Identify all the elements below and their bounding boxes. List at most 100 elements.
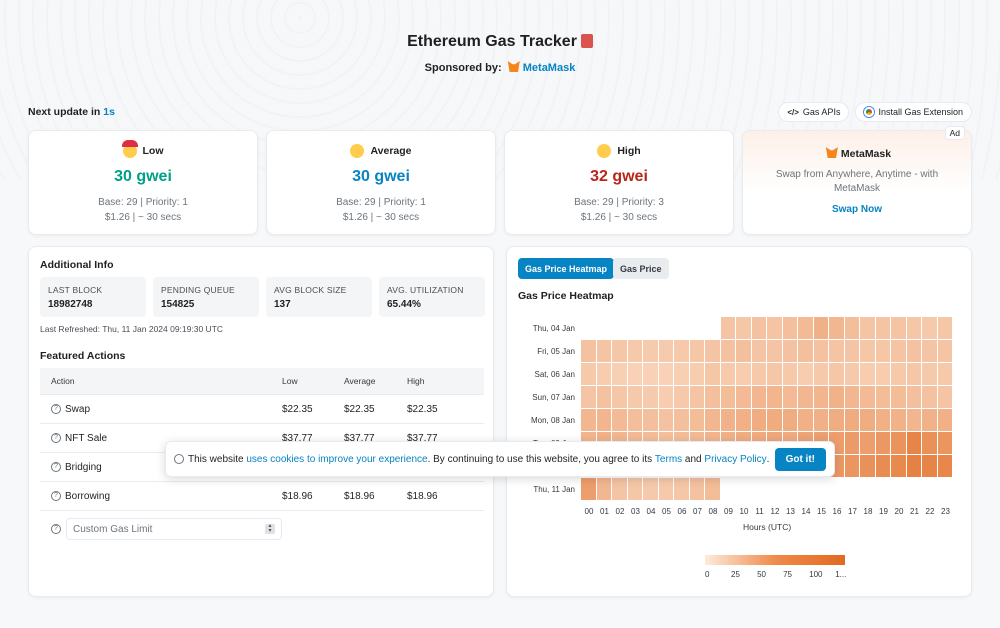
heatmap-cell[interactable] [875,317,890,339]
heatmap-cell[interactable] [891,317,906,339]
number-stepper-icon[interactable]: ▴ ▾ [265,523,275,534]
help-icon[interactable]: ? [51,524,61,534]
got-it-button[interactable]: Got it! [774,448,826,471]
heatmap-cell[interactable] [875,340,890,362]
heatmap-cell[interactable] [674,386,689,408]
heatmap-cell[interactable] [767,409,782,431]
heatmap-cell[interactable] [798,363,813,385]
heatmap-cell[interactable] [751,317,766,339]
tab-gas-price-heatmap[interactable]: Gas Price Heatmap [518,258,615,279]
heatmap-cell[interactable] [891,455,906,477]
heatmap-cell[interactable] [937,455,952,477]
heatmap-cell[interactable] [782,317,797,339]
heatmap-cell[interactable] [720,317,735,339]
heatmap-cell[interactable] [674,409,689,431]
help-icon[interactable]: ? [51,404,61,414]
help-icon[interactable]: ? [51,491,61,501]
heatmap-cell[interactable] [674,340,689,362]
heatmap-cell[interactable] [596,363,611,385]
heatmap-cell[interactable] [844,432,859,454]
heatmap-cell[interactable] [875,432,890,454]
heatmap-cell[interactable] [720,363,735,385]
heatmap-cell[interactable] [643,478,658,500]
heatmap-cell[interactable] [581,478,596,500]
heatmap-cell[interactable] [891,363,906,385]
heatmap-cell[interactable] [937,432,952,454]
heatmap-cell[interactable] [705,340,720,362]
heatmap-cell[interactable] [612,340,627,362]
heatmap-cell[interactable] [937,317,952,339]
heatmap-cell[interactable] [782,409,797,431]
heatmap-cell[interactable] [798,340,813,362]
heatmap-cell[interactable] [689,340,704,362]
heatmap-cell[interactable] [798,409,813,431]
heatmap-cell[interactable] [689,478,704,500]
heatmap-cell[interactable] [829,340,844,362]
privacy-policy-link[interactable]: Privacy Policy [704,453,767,465]
heatmap-cell[interactable] [891,409,906,431]
heatmap-cell[interactable] [612,386,627,408]
heatmap-cell[interactable] [922,409,937,431]
heatmap-cell[interactable] [782,340,797,362]
heatmap-cell[interactable] [860,386,875,408]
heatmap-cell[interactable] [705,409,720,431]
heatmap-cell[interactable] [720,409,735,431]
heatmap-cell[interactable] [875,386,890,408]
heatmap-cell[interactable] [751,363,766,385]
heatmap-cell[interactable] [860,363,875,385]
heatmap-cell[interactable] [844,386,859,408]
heatmap-cell[interactable] [860,432,875,454]
heatmap-cell[interactable] [875,409,890,431]
heatmap-cell[interactable] [782,363,797,385]
terms-link[interactable]: Terms [654,453,683,465]
heatmap-cell[interactable] [658,409,673,431]
heatmap-cell[interactable] [658,478,673,500]
heatmap-cell[interactable] [612,363,627,385]
heatmap-cell[interactable] [860,455,875,477]
heatmap-cell[interactable] [643,409,658,431]
heatmap-cell[interactable] [705,386,720,408]
heatmap-cell[interactable] [813,340,828,362]
heatmap-cell[interactable] [860,317,875,339]
heatmap-cell[interactable] [922,432,937,454]
heatmap-cell[interactable] [906,409,921,431]
heatmap-cell[interactable] [922,455,937,477]
heatmap-cell[interactable] [767,340,782,362]
heatmap-cell[interactable] [767,386,782,408]
heatmap-cell[interactable] [596,478,611,500]
heatmap-cell[interactable] [736,340,751,362]
heatmap-cell[interactable] [906,340,921,362]
heatmap-cell[interactable] [906,455,921,477]
heatmap-cell[interactable] [937,409,952,431]
heatmap-cell[interactable] [736,409,751,431]
heatmap-cell[interactable] [829,317,844,339]
heatmap-cell[interactable] [643,340,658,362]
heatmap-cell[interactable] [643,363,658,385]
heatmap-cell[interactable] [596,340,611,362]
heatmap-cell[interactable] [813,386,828,408]
heatmap-cell[interactable] [922,363,937,385]
heatmap-cell[interactable] [581,340,596,362]
heatmap-cell[interactable] [736,363,751,385]
heatmap-cell[interactable] [767,317,782,339]
heatmap-cell[interactable] [627,409,642,431]
heatmap-cell[interactable] [612,478,627,500]
heatmap-cell[interactable] [906,386,921,408]
heatmap-cell[interactable] [627,340,642,362]
heatmap-cell[interactable] [658,340,673,362]
heatmap-cell[interactable] [844,317,859,339]
heatmap-cell[interactable] [891,432,906,454]
heatmap-cell[interactable] [736,386,751,408]
heatmap-cell[interactable] [627,386,642,408]
heatmap-cell[interactable] [906,432,921,454]
heatmap-cell[interactable] [581,409,596,431]
heatmap-cell[interactable] [829,363,844,385]
heatmap-cell[interactable] [643,386,658,408]
heatmap-cell[interactable] [751,409,766,431]
heatmap-cell[interactable] [937,386,952,408]
heatmap-cell[interactable] [782,386,797,408]
heatmap-cell[interactable] [674,478,689,500]
install-extension-button[interactable]: Install Gas Extension [855,102,972,122]
heatmap-cell[interactable] [689,386,704,408]
heatmap-cell[interactable] [596,386,611,408]
